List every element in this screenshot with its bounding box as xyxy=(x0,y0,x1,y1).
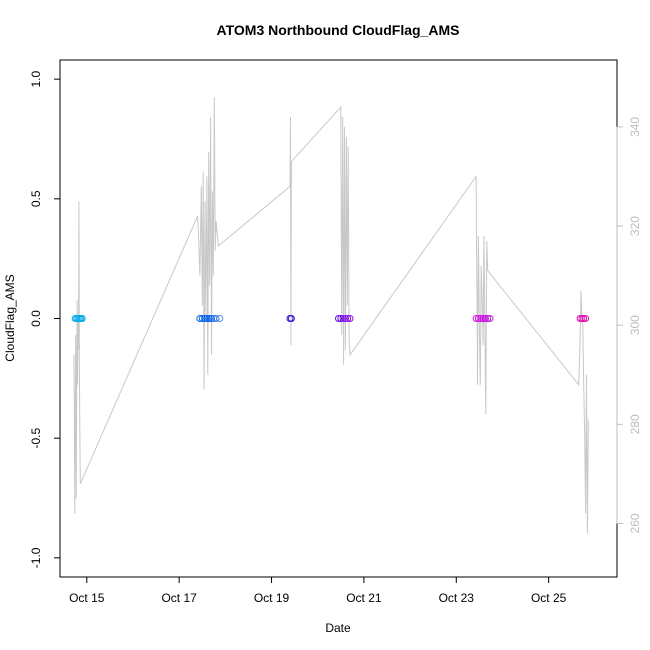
data-point xyxy=(205,315,213,322)
y-tick-label: -1.0 xyxy=(29,547,43,568)
y-axis-label: CloudFlag_AMS xyxy=(3,274,17,361)
x-axis-label: Date xyxy=(325,621,351,635)
data-point xyxy=(201,315,209,322)
data-point xyxy=(481,315,489,322)
data-point xyxy=(472,315,480,322)
data-point xyxy=(208,315,215,322)
plot-frame xyxy=(59,59,618,578)
data-point xyxy=(337,315,345,322)
data-point xyxy=(582,315,590,322)
x-tick-label: Oct 19 xyxy=(254,591,290,605)
data-point xyxy=(344,315,352,322)
data-point xyxy=(477,315,485,322)
x-tick-label: Oct 21 xyxy=(346,591,382,605)
data-point xyxy=(212,315,220,322)
data-point xyxy=(203,315,211,322)
y2-tick-label: 320 xyxy=(628,216,642,236)
data-point xyxy=(198,315,206,322)
data-point xyxy=(341,315,349,322)
data-point xyxy=(287,315,295,322)
y2-tick-label: 260 xyxy=(628,513,642,533)
line-series-0 xyxy=(73,97,589,534)
x-tick-label: Oct 15 xyxy=(69,591,105,605)
line-series-layer xyxy=(73,97,589,534)
data-point xyxy=(479,315,487,322)
x-tick-label: Oct 23 xyxy=(439,591,475,605)
data-point xyxy=(474,315,482,322)
data-point xyxy=(484,315,492,322)
x-tick-label: Oct 17 xyxy=(161,591,197,605)
y-axis-right: 260 280 300 320 340 xyxy=(616,117,642,533)
y2-tick-label: 340 xyxy=(628,117,642,137)
y2-tick-label: 300 xyxy=(628,315,642,335)
x-axis: Oct 15 Oct 17 Oct 19 Oct 21 Oct 23 Oct 25 xyxy=(69,576,567,605)
data-point xyxy=(339,315,347,322)
y-tick-label: -0.5 xyxy=(29,428,43,449)
points-layer xyxy=(71,315,590,322)
data-point xyxy=(346,315,354,322)
data-point xyxy=(196,315,204,322)
y-axis-left: -1.0 -0.5 0.0 0.5 1.0 xyxy=(29,70,61,568)
chart-title: ATOM3 Northbound CloudFlag_AMS xyxy=(217,22,460,38)
y-tick-label: 0.0 xyxy=(29,310,43,327)
data-point xyxy=(580,315,588,322)
data-point xyxy=(335,315,342,322)
data-point xyxy=(78,315,86,322)
y-tick-label: 0.5 xyxy=(29,190,43,207)
y-tick-label: 1.0 xyxy=(29,70,43,87)
x-tick-label: Oct 25 xyxy=(531,591,567,605)
data-point xyxy=(486,315,494,322)
data-point xyxy=(216,315,224,322)
y2-tick-label: 280 xyxy=(628,414,642,434)
